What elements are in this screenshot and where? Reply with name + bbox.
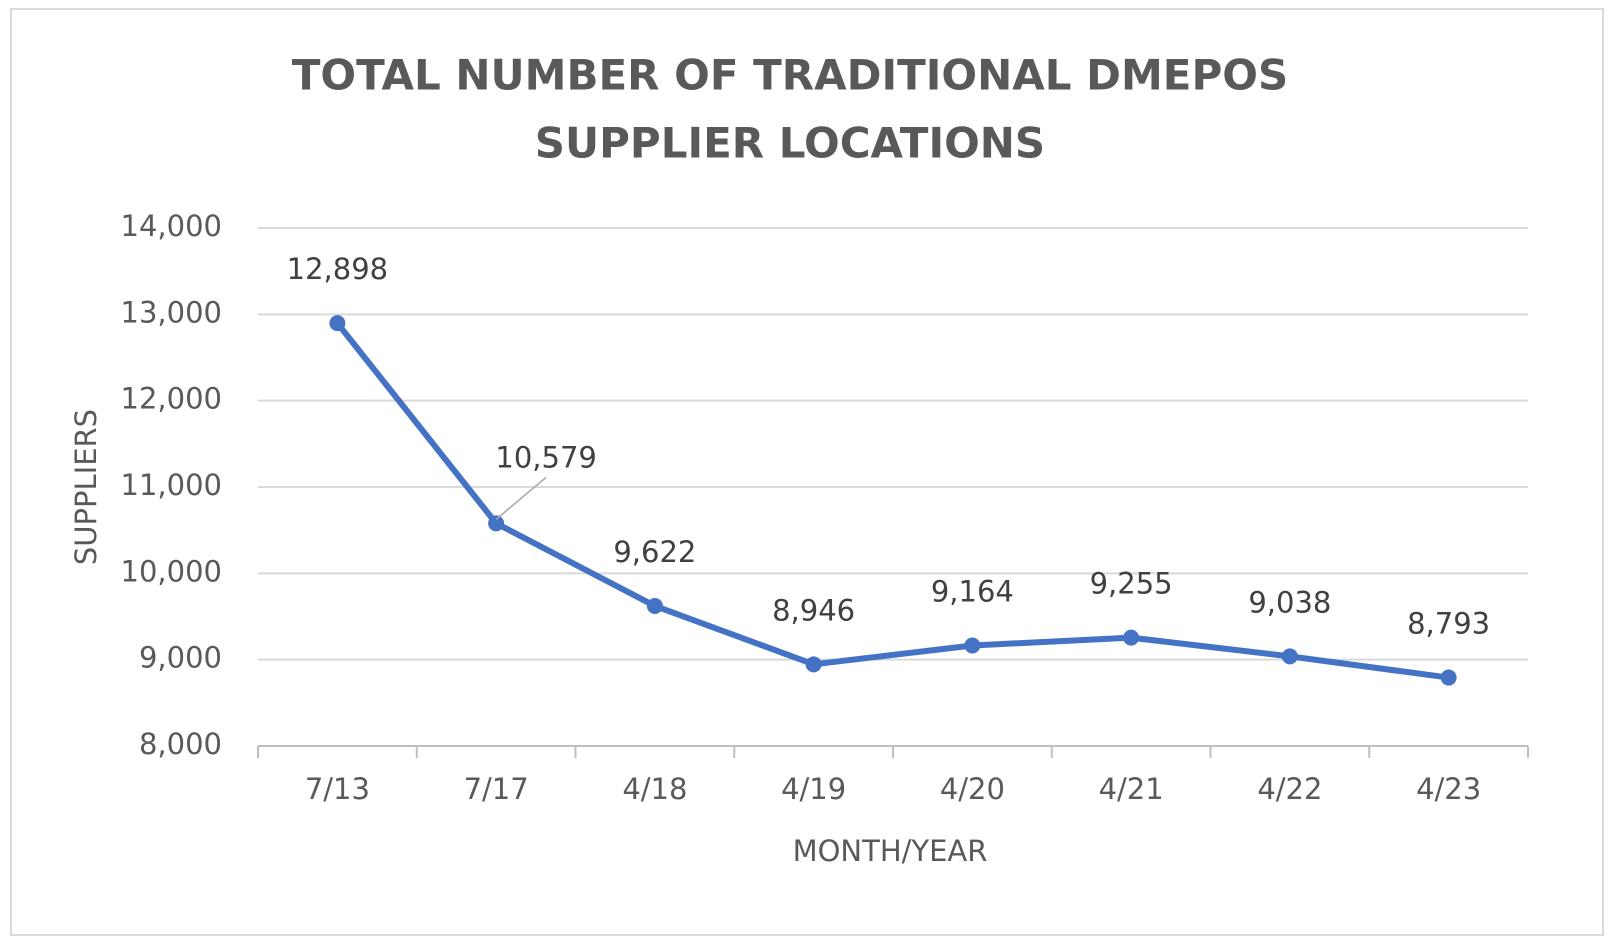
data-label: 8,793 [1407,607,1490,641]
data-label: 10,579 [495,440,596,474]
x-tick-label: 7/13 [305,772,370,806]
marker [805,656,822,673]
marker [646,597,663,614]
data-label: 9,622 [613,535,696,569]
y-tick-label: 14,000 [121,209,222,243]
data-label: 12,898 [287,252,388,286]
marker [1123,629,1140,646]
leader-line [495,476,547,520]
x-axis-label: MONTH/YEAR [793,834,988,868]
y-tick-label: 10,000 [121,554,222,588]
y-tick-label: 8,000 [139,727,222,761]
y-axis-label: SUPPLIERS [69,409,103,565]
line [335,321,1450,681]
data-label: 9,255 [1090,567,1173,601]
x-tick-label: 4/22 [1257,772,1322,806]
chart-border [10,8,1604,936]
chart-title: SUPPLIER LOCATIONS [535,119,1045,168]
marker [1281,648,1298,665]
x-tick-label: 4/23 [1416,772,1481,806]
x-tick-label: 7/17 [464,772,529,806]
x-tick-label: 4/18 [622,772,687,806]
data-label: 9,164 [931,575,1014,609]
y-tick-label: 13,000 [121,295,222,329]
x-tick-label: 4/21 [1099,772,1164,806]
chart-title: TOTAL NUMBER OF TRADITIONAL DMEPOS [292,51,1288,100]
marker [329,315,346,332]
y-tick-label: 12,000 [121,382,222,416]
y-tick-label: 9,000 [139,641,222,675]
data-label: 8,946 [772,593,855,627]
y-tick-label: 11,000 [121,468,222,502]
marker [1440,669,1457,686]
x-tick-label: 4/19 [781,772,846,806]
marker [488,515,505,532]
x-tick-label: 4/20 [940,772,1005,806]
marker [964,637,981,654]
data-label: 9,038 [1248,585,1331,619]
